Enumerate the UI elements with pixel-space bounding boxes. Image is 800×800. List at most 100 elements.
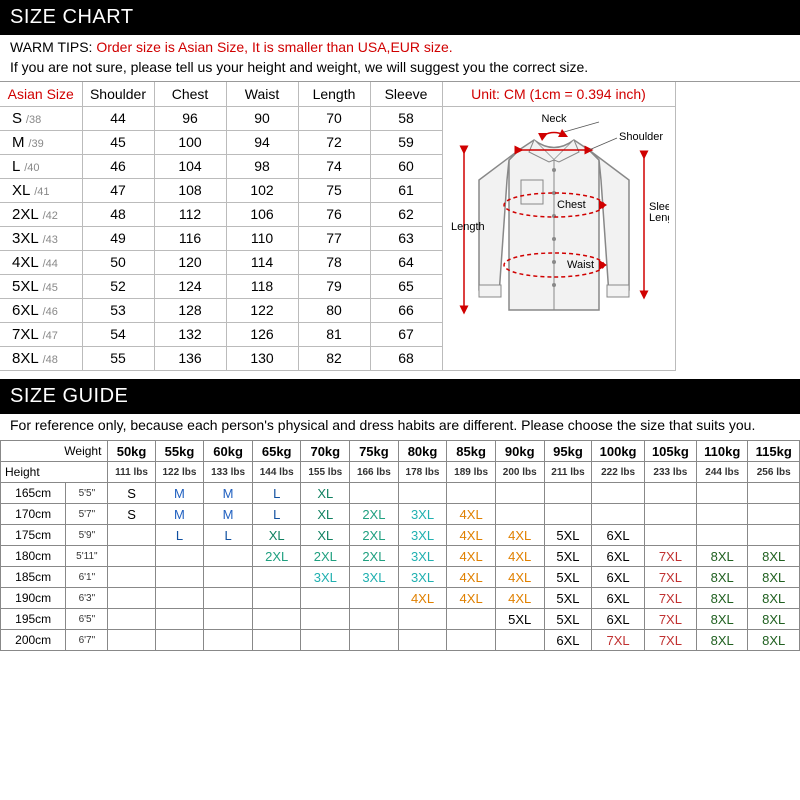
guide-size-cell: 8XL: [697, 630, 748, 651]
guide-size-cell: L: [204, 525, 253, 546]
guide-weight-kg: 70kg: [301, 441, 350, 462]
guide-size-cell: [644, 525, 696, 546]
warm-tips: WARM TIPS: Order size is Asian Size, It …: [0, 35, 800, 57]
chart-value-cell: 78: [298, 250, 370, 274]
guide-weight-kg: 60kg: [204, 441, 253, 462]
guide-size-cell: [350, 609, 399, 630]
guide-size-cell: [155, 588, 204, 609]
chart-value-cell: 74: [298, 154, 370, 178]
guide-height-ft: 5'9": [66, 525, 108, 546]
size-guide-intro: For reference only, because each person'…: [0, 414, 800, 441]
guide-height-cm: 195cm: [1, 609, 66, 630]
guide-size-cell: 3XL: [301, 567, 350, 588]
guide-height-ft: 6'3": [66, 588, 108, 609]
guide-size-cell: [204, 630, 253, 651]
chart-value-cell: 46: [82, 154, 154, 178]
svg-text:Shoulder: Shoulder: [619, 131, 663, 143]
chart-value-cell: 49: [82, 226, 154, 250]
chart-value-cell: 50: [82, 250, 154, 274]
guide-size-cell: 8XL: [697, 546, 748, 567]
chart-value-cell: 55: [82, 346, 154, 370]
guide-size-cell: 8XL: [748, 630, 800, 651]
size-guide-banner: SIZE GUIDE: [0, 379, 800, 414]
chart-value-cell: 100: [154, 130, 226, 154]
shirt-diagram-icon: NeckShoulderChestWaistLengthSleeveLength: [449, 110, 669, 350]
chart-value-cell: 98: [226, 154, 298, 178]
guide-row: 190cm6'3"4XL4XL4XL5XL6XL7XL8XL8XL: [1, 588, 800, 609]
guide-size-cell: 2XL: [252, 546, 301, 567]
guide-size-cell: XL: [301, 483, 350, 504]
guide-size-cell: [447, 483, 496, 504]
guide-size-cell: [350, 483, 399, 504]
guide-size-cell: 3XL: [398, 504, 447, 525]
guide-size-cell: 4XL: [495, 525, 544, 546]
guide-weight-lbs: 122 lbs: [155, 462, 204, 483]
chart-size-cell: 3XL /43: [0, 226, 82, 250]
guide-weight-kg: 80kg: [398, 441, 447, 462]
guide-size-cell: 7XL: [644, 630, 696, 651]
guide-height-cm: 190cm: [1, 588, 66, 609]
guide-size-cell: [108, 609, 155, 630]
guide-size-cell: [108, 630, 155, 651]
guide-size-cell: 5XL: [544, 609, 592, 630]
chart-size-cell: S /38: [0, 106, 82, 130]
guide-size-cell: 7XL: [644, 588, 696, 609]
guide-size-cell: 8XL: [748, 546, 800, 567]
guide-size-cell: 3XL: [398, 567, 447, 588]
chart-value-cell: 76: [298, 202, 370, 226]
guide-size-cell: 3XL: [398, 525, 447, 546]
chart-value-cell: 48: [82, 202, 154, 226]
guide-size-cell: 5XL: [544, 588, 592, 609]
guide-size-cell: 6XL: [592, 588, 644, 609]
svg-text:Chest: Chest: [557, 199, 586, 211]
chart-value-cell: 102: [226, 178, 298, 202]
chart-value-cell: 118: [226, 274, 298, 298]
chart-value-cell: 94: [226, 130, 298, 154]
chart-value-cell: 96: [154, 106, 226, 130]
guide-size-cell: 2XL: [350, 525, 399, 546]
guide-size-cell: L: [155, 525, 204, 546]
chart-value-cell: 108: [154, 178, 226, 202]
chart-header: Asian Size: [0, 82, 82, 106]
guide-size-cell: L: [252, 504, 301, 525]
guide-weight-lbs: 178 lbs: [398, 462, 447, 483]
guide-size-cell: 5XL: [544, 525, 592, 546]
guide-height-ft: 6'5": [66, 609, 108, 630]
guide-size-cell: 4XL: [398, 588, 447, 609]
chart-value-cell: 53: [82, 298, 154, 322]
guide-weight-kg: 50kg: [108, 441, 155, 462]
guide-size-cell: 5XL: [495, 609, 544, 630]
guide-size-cell: [495, 630, 544, 651]
chart-value-cell: 66: [370, 298, 442, 322]
guide-size-cell: 8XL: [748, 567, 800, 588]
guide-height-cm: 180cm: [1, 546, 66, 567]
guide-height-cm: 200cm: [1, 630, 66, 651]
size-chart-banner: SIZE CHART: [0, 0, 800, 35]
size-chart-table: Asian SizeShoulderChestWaistLengthSleeve…: [0, 82, 676, 371]
guide-size-cell: 5XL: [544, 546, 592, 567]
guide-weight-kg: 90kg: [495, 441, 544, 462]
chart-value-cell: 122: [226, 298, 298, 322]
guide-size-cell: [301, 630, 350, 651]
guide-size-cell: L: [252, 483, 301, 504]
svg-text:Waist: Waist: [567, 259, 594, 271]
guide-size-cell: [644, 483, 696, 504]
guide-size-cell: XL: [301, 525, 350, 546]
guide-weight-kg: 110kg: [697, 441, 748, 462]
guide-size-cell: [155, 546, 204, 567]
guide-size-cell: [252, 609, 301, 630]
chart-value-cell: 132: [154, 322, 226, 346]
guide-size-cell: 4XL: [447, 525, 496, 546]
guide-row: 195cm6'5"5XL5XL6XL7XL8XL8XL: [1, 609, 800, 630]
guide-size-cell: 4XL: [495, 567, 544, 588]
chart-size-cell: L /40: [0, 154, 82, 178]
guide-size-cell: [204, 546, 253, 567]
size-chart-wrap: Asian SizeShoulderChestWaistLengthSleeve…: [0, 81, 800, 371]
chart-size-cell: XL /41: [0, 178, 82, 202]
guide-size-cell: M: [204, 504, 253, 525]
guide-size-cell: [748, 483, 800, 504]
guide-weight-kg: 115kg: [748, 441, 800, 462]
guide-size-cell: [252, 567, 301, 588]
guide-size-cell: [204, 588, 253, 609]
chart-value-cell: 68: [370, 346, 442, 370]
